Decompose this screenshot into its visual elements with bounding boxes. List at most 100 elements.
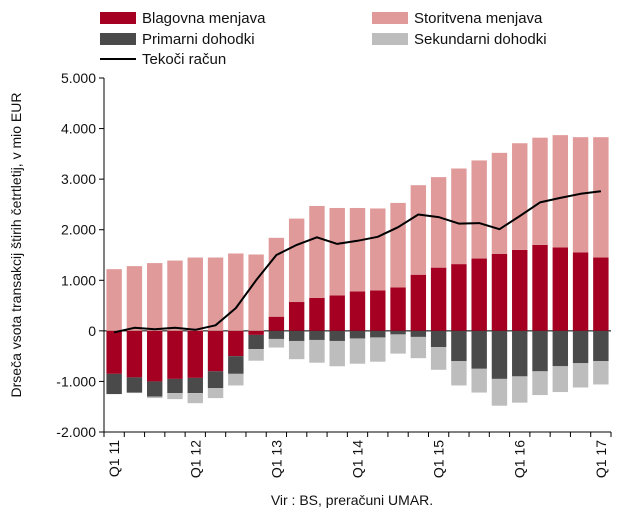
bar-primarni-dohodki [207, 371, 224, 389]
y-tick-label: 4.000 [61, 121, 96, 137]
bar-blagovna-menjava [268, 316, 285, 331]
bar-primarni-dohodki [390, 330, 406, 335]
bar-storitvena-menjava [268, 237, 285, 317]
bar-sekundarni-dohodki [228, 373, 244, 386]
bar-storitvena-menjava [207, 257, 224, 331]
bar-primarni-dohodki [370, 330, 386, 338]
bar-sekundarni-dohodki [167, 393, 183, 400]
bar-storitvena-menjava [228, 253, 244, 331]
bar-sekundarni-dohodki [512, 376, 528, 403]
y-tick-label: -1.000 [56, 373, 96, 389]
legend-label-sekundarni-dohodki: Sekundarni dohodki [414, 31, 547, 48]
bar-blagovna-menjava [572, 252, 589, 331]
bar-storitvena-menjava [430, 177, 447, 268]
bar-primarni-dohodki [167, 378, 183, 394]
bar-blagovna-menjava [106, 330, 122, 374]
bar-primarni-dohodki [532, 330, 548, 372]
bar-blagovna-menjava [552, 247, 569, 331]
bar-storitvena-menjava [106, 269, 122, 331]
legend: Blagovna menjava Storitvena menjava Primar… [100, 10, 547, 68]
bar-primarni-dohodki [512, 330, 528, 377]
bar-storitvena-menjava [309, 205, 325, 298]
x-tick-label: Q1 17 [593, 440, 609, 478]
bar-sekundarni-dohodki [451, 361, 467, 386]
bar-sekundarni-dohodki [471, 368, 487, 393]
bar-primarni-dohodki [329, 330, 345, 341]
bar-blagovna-menjava [430, 267, 447, 331]
y-tick-label: 1.000 [61, 272, 96, 288]
tick-labels: -2.000 -1.000 0 1.000 2.000 3.000 4.000 5.000 Q1… [56, 70, 609, 478]
bar-primarni-dohodki [410, 330, 427, 337]
bar-primarni-dohodki [572, 330, 589, 364]
bar-primarni-dohodki [268, 330, 285, 339]
bar-sekundarni-dohodki [329, 340, 345, 367]
bar-storitvena-menjava [390, 202, 406, 288]
bar-blagovna-menjava [451, 264, 467, 331]
bar-blagovna-menjava [207, 330, 224, 372]
bar-sekundarni-dohodki [248, 349, 264, 361]
bar-storitvena-menjava [248, 254, 264, 331]
bar-sekundarni-dohodki [572, 363, 589, 388]
source-note: Vir : BS, preračuni UMAR. [271, 492, 433, 508]
bar-primarni-dohodki [491, 330, 508, 379]
bar-blagovna-menjava [228, 330, 244, 357]
bar-blagovna-menjava [370, 290, 386, 331]
bar-primarni-dohodki [471, 330, 487, 369]
bar-primarni-dohodki [106, 373, 122, 395]
bar-primarni-dohodki [288, 330, 305, 341]
legend-swatch-storitvena-menjava [372, 12, 408, 24]
legend-swatch-primarni-dohodki [100, 33, 136, 45]
bar-storitvena-menjava [410, 185, 427, 275]
bar-storitvena-menjava [146, 263, 163, 331]
bar-blagovna-menjava [512, 249, 528, 331]
bar-storitvena-menjava [471, 160, 487, 259]
bar-blagovna-menjava [491, 253, 508, 331]
bar-blagovna-menjava [187, 330, 203, 378]
bar-storitvena-menjava [167, 260, 183, 331]
bar-storitvena-menjava [593, 137, 609, 258]
bar-blagovna-menjava [126, 330, 143, 378]
y-axis-title: Drseča vsota transakcij štirih četrtleti… [8, 93, 24, 398]
bar-sekundarni-dohodki [593, 361, 609, 385]
bar-blagovna-menjava [471, 258, 487, 331]
bar-sekundarni-dohodki [126, 392, 143, 394]
legend-swatch-sekundarni-dohodki [372, 33, 408, 45]
current-account-line-layer [113, 190, 602, 334]
x-tick-label: Q1 13 [268, 440, 284, 478]
bar-storitvena-menjava [126, 266, 143, 331]
bar-blagovna-menjava [329, 295, 345, 331]
bar-storitvena-menjava [288, 218, 305, 303]
legend-label-storitvena-menjava: Storitvena menjava [414, 10, 543, 27]
bar-storitvena-menjava [329, 207, 345, 296]
x-tick-label: Q1 12 [187, 440, 203, 478]
bar-storitvena-menjava [349, 207, 366, 292]
bar-blagovna-menjava [248, 330, 264, 335]
current-account-line [113, 190, 602, 334]
bar-sekundarni-dohodki [187, 393, 203, 404]
legend-label-blagovna-menjava: Blagovna menjava [142, 10, 266, 27]
bar-sekundarni-dohodki [288, 340, 305, 360]
bar-primarni-dohodki [593, 330, 609, 362]
bar-primarni-dohodki [248, 334, 264, 350]
bar-blagovna-menjava [309, 297, 325, 331]
bar-blagovna-menjava [349, 291, 366, 331]
bar-sekundarni-dohodki [552, 366, 569, 393]
bar-sekundarni-dohodki [390, 334, 406, 354]
x-tick-label: Q1 14 [350, 440, 366, 478]
legend-label-primarni-dohodki: Primarni dohodki [142, 31, 255, 48]
x-tick-label: Q1 15 [431, 440, 447, 478]
bar-blagovna-menjava [288, 302, 305, 331]
bar-sekundarni-dohodki [410, 336, 427, 359]
bar-primarni-dohodki [146, 381, 163, 397]
bar-blagovna-menjava [593, 257, 609, 331]
x-tick-label: Q1 16 [512, 440, 528, 478]
bar-storitvena-menjava [512, 143, 528, 250]
bar-primarni-dohodki [228, 356, 244, 374]
bar-sekundarni-dohodki [430, 347, 447, 370]
bar-storitvena-menjava [552, 135, 569, 248]
bar-primarni-dohodki [187, 377, 203, 394]
bars [106, 135, 609, 406]
bar-blagovna-menjava [146, 330, 163, 382]
bar-sekundarni-dohodki [491, 378, 508, 406]
